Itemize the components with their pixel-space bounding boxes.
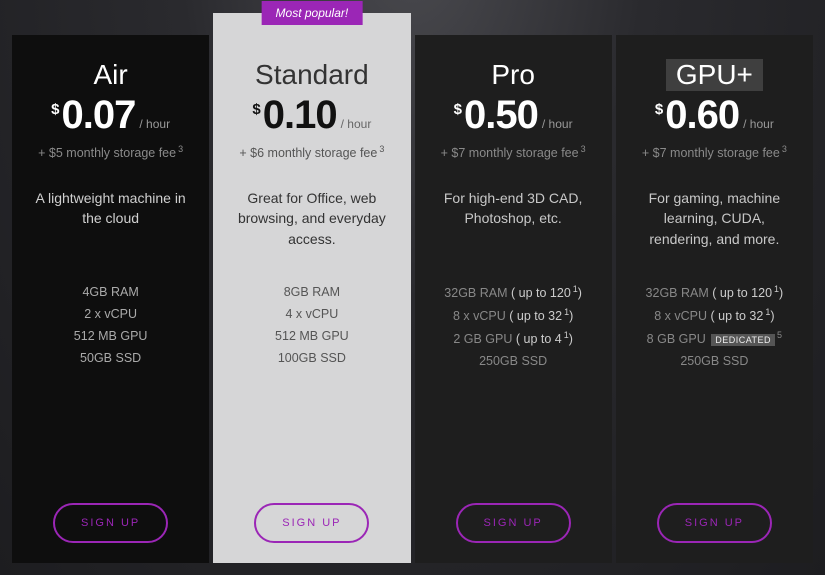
most-popular-badge: Most popular! [262, 1, 363, 25]
per-unit: / hour [743, 117, 774, 131]
plan-name: GPU+ [666, 59, 763, 91]
storage-fee: + $6 monthly storage fee3 [239, 144, 384, 160]
price-row: $ 0.07 / hour [51, 93, 170, 138]
plan-description: Great for Office, web browsing, and ever… [223, 188, 400, 260]
per-unit: / hour [542, 117, 573, 131]
plan-description: For high-end 3D CAD, Photoshop, etc. [425, 188, 602, 260]
spec-line: 100GB SSD [275, 348, 349, 370]
plan-description: For gaming, machine learning, CUDA, rend… [626, 188, 803, 260]
spec-line: 8 GB GPU DEDICATED5 [646, 328, 784, 351]
price-row: $ 0.50 / hour [454, 93, 573, 138]
spec-line: 2 x vCPU [74, 304, 148, 326]
signup-button[interactable]: SIGN UP [657, 503, 772, 543]
spec-line: 8GB RAM [275, 282, 349, 304]
spec-line: 50GB SSD [74, 348, 148, 370]
plan-specs: 4GB RAM 2 x vCPU 512 MB GPU 50GB SSD [74, 282, 148, 370]
spec-line: 4GB RAM [74, 282, 148, 304]
price-row: $ 0.60 / hour [655, 93, 774, 138]
spec-line: 250GB SSD [646, 351, 784, 373]
currency-symbol: $ [454, 101, 462, 118]
signup-button[interactable]: SIGN UP [53, 503, 168, 543]
plan-specs: 32GB RAM ( up to 1201) 8 x vCPU ( up to … [646, 282, 784, 373]
currency-symbol: $ [655, 101, 663, 118]
per-unit: / hour [341, 117, 372, 131]
spec-line: 512 MB GPU [74, 326, 148, 348]
spec-line: 8 x vCPU ( up to 321) [646, 305, 784, 328]
storage-fee: + $7 monthly storage fee3 [441, 144, 586, 160]
spec-line: 8 x vCPU ( up to 321) [444, 305, 582, 328]
pricing-card-gpu-plus: GPU+ $ 0.60 / hour + $7 monthly storage … [616, 35, 813, 563]
spec-line: 4 x vCPU [275, 304, 349, 326]
storage-fee: + $5 monthly storage fee3 [38, 144, 183, 160]
pricing-grid: Air $ 0.07 / hour + $5 monthly storage f… [0, 0, 825, 575]
spec-line: 32GB RAM ( up to 1201) [646, 282, 784, 305]
currency-symbol: $ [51, 101, 59, 118]
plan-description: A lightweight machine in the cloud [22, 188, 199, 260]
price-value: 0.10 [263, 93, 337, 138]
pricing-card-air: Air $ 0.07 / hour + $5 monthly storage f… [12, 35, 209, 563]
signup-button[interactable]: SIGN UP [254, 503, 369, 543]
spec-line: 250GB SSD [444, 351, 582, 373]
price-value: 0.60 [665, 93, 739, 138]
signup-button[interactable]: SIGN UP [456, 503, 571, 543]
dedicated-tag: DEDICATED [711, 334, 775, 346]
spec-line: 512 MB GPU [275, 326, 349, 348]
spec-line: 2 GB GPU ( up to 41) [444, 328, 582, 351]
price-row: $ 0.10 / hour [252, 93, 371, 138]
price-value: 0.50 [464, 93, 538, 138]
currency-symbol: $ [252, 101, 260, 118]
plan-specs: 8GB RAM 4 x vCPU 512 MB GPU 100GB SSD [275, 282, 349, 370]
pricing-card-pro: Pro $ 0.50 / hour + $7 monthly storage f… [415, 35, 612, 563]
price-value: 0.07 [62, 93, 136, 138]
pricing-card-standard: Most popular! Standard $ 0.10 / hour + $… [213, 13, 410, 563]
plan-name: Standard [255, 59, 369, 91]
storage-fee: + $7 monthly storage fee3 [642, 144, 787, 160]
plan-specs: 32GB RAM ( up to 1201) 8 x vCPU ( up to … [444, 282, 582, 373]
per-unit: / hour [139, 117, 170, 131]
spec-line: 32GB RAM ( up to 1201) [444, 282, 582, 305]
plan-name: Pro [491, 59, 535, 91]
plan-name: Air [94, 59, 128, 91]
